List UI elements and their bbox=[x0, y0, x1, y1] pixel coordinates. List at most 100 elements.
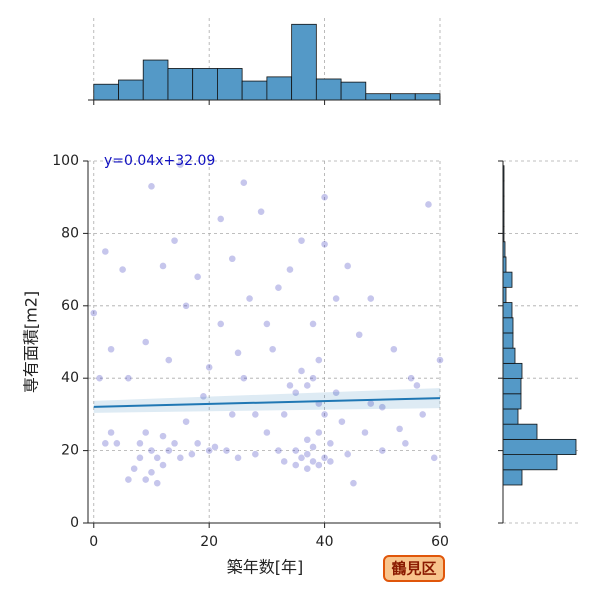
bar bbox=[502, 362, 523, 379]
bar bbox=[502, 423, 538, 440]
point bbox=[407, 374, 416, 383]
point bbox=[170, 236, 179, 245]
point bbox=[338, 417, 346, 426]
bar bbox=[118, 79, 144, 101]
bar bbox=[502, 393, 522, 410]
point bbox=[326, 457, 335, 466]
point bbox=[320, 453, 329, 462]
point bbox=[234, 348, 242, 357]
point bbox=[366, 294, 375, 303]
bar bbox=[502, 438, 577, 455]
point bbox=[349, 479, 358, 488]
y-tick-label: 80 bbox=[61, 225, 79, 241]
point bbox=[389, 345, 398, 354]
point bbox=[95, 374, 104, 383]
bar bbox=[502, 454, 558, 471]
point bbox=[107, 428, 115, 437]
point bbox=[309, 319, 317, 328]
bar bbox=[167, 68, 194, 101]
bar bbox=[390, 93, 416, 101]
point bbox=[101, 439, 110, 448]
point bbox=[216, 215, 225, 223]
point bbox=[413, 381, 421, 390]
y-tick-label: 100 bbox=[52, 153, 79, 169]
point bbox=[159, 432, 167, 441]
point bbox=[141, 475, 150, 484]
bar bbox=[142, 59, 169, 101]
point bbox=[320, 410, 329, 419]
point bbox=[136, 453, 144, 462]
x-tick-label: 40 bbox=[316, 534, 334, 550]
badge: 鶴見区 bbox=[391, 560, 436, 578]
point bbox=[378, 403, 387, 412]
point bbox=[257, 207, 266, 216]
point bbox=[326, 439, 335, 448]
point bbox=[211, 443, 219, 451]
point bbox=[153, 453, 162, 462]
point bbox=[187, 450, 196, 459]
point bbox=[251, 450, 260, 459]
point bbox=[291, 388, 300, 397]
point bbox=[309, 374, 317, 383]
bar bbox=[340, 81, 367, 101]
trend-band bbox=[93, 388, 440, 413]
point bbox=[320, 193, 329, 202]
point bbox=[332, 294, 341, 303]
bar bbox=[502, 302, 513, 319]
point bbox=[280, 410, 289, 419]
point bbox=[176, 160, 185, 169]
bar bbox=[241, 80, 268, 101]
bar bbox=[217, 68, 243, 101]
point bbox=[107, 345, 115, 354]
point bbox=[234, 453, 242, 462]
point bbox=[159, 461, 167, 469]
bar bbox=[365, 93, 391, 101]
point bbox=[89, 309, 98, 317]
point bbox=[286, 381, 294, 390]
bar bbox=[502, 408, 519, 425]
point bbox=[176, 453, 185, 462]
point bbox=[303, 450, 312, 459]
bar bbox=[502, 469, 523, 486]
point bbox=[141, 338, 150, 346]
point bbox=[436, 356, 444, 364]
point bbox=[228, 254, 237, 263]
point bbox=[199, 392, 208, 401]
point bbox=[101, 247, 110, 256]
point bbox=[245, 294, 254, 303]
bar bbox=[502, 317, 514, 334]
point bbox=[424, 200, 433, 209]
point bbox=[309, 443, 317, 451]
point bbox=[320, 240, 329, 249]
point bbox=[361, 428, 369, 437]
point bbox=[216, 319, 225, 328]
point bbox=[291, 461, 300, 469]
point bbox=[401, 439, 410, 448]
y-tick-label: 0 bbox=[70, 515, 79, 531]
point bbox=[239, 374, 248, 383]
point bbox=[239, 178, 248, 187]
x-tick-label: 0 bbox=[89, 534, 98, 550]
point bbox=[147, 182, 156, 191]
bar bbox=[266, 76, 293, 101]
point bbox=[297, 367, 306, 375]
point bbox=[141, 428, 150, 437]
bar bbox=[315, 78, 342, 101]
point bbox=[332, 388, 341, 397]
point bbox=[303, 435, 312, 444]
bar bbox=[502, 347, 516, 364]
y-axis-label: 専有面積[m2] bbox=[22, 291, 41, 393]
point bbox=[130, 464, 139, 473]
point bbox=[274, 283, 283, 292]
bar bbox=[502, 271, 513, 288]
x-tick-label: 20 bbox=[200, 534, 218, 550]
y-tick-label: 40 bbox=[61, 370, 79, 386]
bar bbox=[502, 332, 514, 349]
y-tick-label: 20 bbox=[61, 443, 79, 459]
point bbox=[159, 262, 167, 270]
point bbox=[124, 475, 133, 484]
point bbox=[205, 446, 214, 455]
point bbox=[286, 265, 294, 274]
point bbox=[343, 262, 352, 270]
